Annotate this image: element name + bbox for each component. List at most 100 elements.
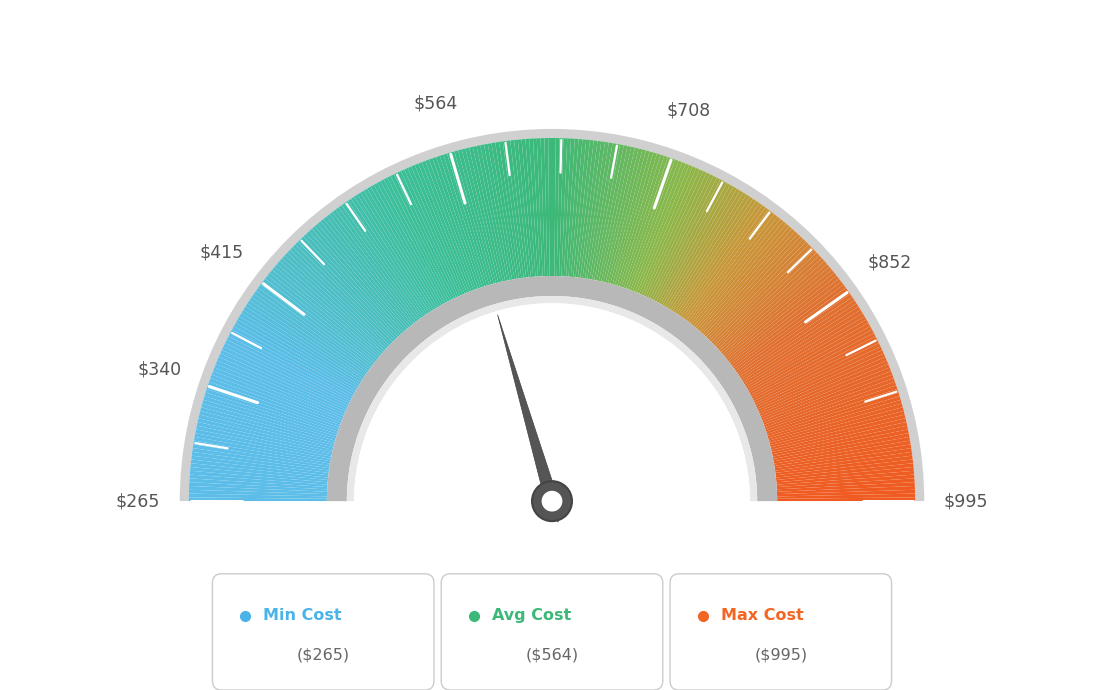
Wedge shape (744, 313, 864, 386)
Wedge shape (193, 444, 330, 469)
Wedge shape (742, 306, 861, 382)
Wedge shape (740, 300, 857, 379)
Wedge shape (624, 157, 671, 288)
Wedge shape (658, 181, 726, 304)
Wedge shape (214, 364, 343, 418)
Wedge shape (332, 210, 417, 322)
Wedge shape (195, 429, 331, 459)
Wedge shape (480, 144, 510, 280)
Wedge shape (206, 385, 339, 431)
Wedge shape (670, 193, 746, 311)
Wedge shape (598, 146, 631, 282)
Text: $564: $564 (414, 95, 458, 112)
Wedge shape (765, 385, 898, 431)
Wedge shape (192, 452, 329, 473)
Wedge shape (679, 201, 760, 316)
Wedge shape (768, 400, 902, 441)
Wedge shape (194, 437, 330, 464)
Wedge shape (418, 162, 471, 292)
Wedge shape (358, 193, 434, 311)
Wedge shape (339, 205, 422, 319)
Wedge shape (429, 158, 478, 289)
Wedge shape (753, 336, 878, 401)
Wedge shape (734, 288, 848, 371)
Wedge shape (772, 422, 907, 454)
Wedge shape (477, 145, 508, 281)
Wedge shape (189, 493, 327, 499)
Wedge shape (473, 146, 506, 282)
Wedge shape (775, 452, 912, 473)
Wedge shape (455, 150, 493, 284)
Wedge shape (554, 138, 560, 276)
Wedge shape (217, 357, 346, 414)
Wedge shape (327, 276, 777, 501)
Text: ($265): ($265) (297, 648, 350, 663)
Wedge shape (341, 203, 424, 317)
Wedge shape (775, 448, 912, 471)
Wedge shape (252, 294, 368, 375)
Circle shape (542, 491, 562, 511)
Wedge shape (769, 407, 904, 445)
Wedge shape (213, 368, 342, 420)
Wedge shape (190, 478, 327, 489)
Wedge shape (741, 304, 859, 380)
Wedge shape (197, 422, 332, 454)
Wedge shape (611, 150, 649, 284)
Text: $415: $415 (199, 243, 243, 261)
Wedge shape (258, 285, 371, 369)
Wedge shape (708, 239, 806, 340)
Wedge shape (436, 156, 482, 288)
Wedge shape (693, 219, 784, 328)
Wedge shape (626, 158, 675, 289)
Wedge shape (718, 255, 821, 351)
Wedge shape (637, 165, 692, 293)
Wedge shape (756, 350, 884, 410)
Wedge shape (222, 346, 348, 407)
Wedge shape (304, 234, 400, 337)
Wedge shape (533, 138, 542, 276)
Wedge shape (747, 319, 869, 391)
Wedge shape (458, 150, 496, 284)
Wedge shape (751, 330, 874, 397)
Wedge shape (197, 426, 332, 457)
Wedge shape (776, 463, 913, 480)
Wedge shape (201, 404, 336, 443)
Wedge shape (774, 441, 911, 466)
Wedge shape (191, 455, 329, 475)
Wedge shape (209, 378, 340, 427)
Wedge shape (189, 490, 327, 496)
Wedge shape (633, 162, 686, 292)
Wedge shape (415, 164, 469, 293)
Wedge shape (265, 275, 375, 363)
Wedge shape (774, 444, 911, 469)
Wedge shape (549, 138, 552, 276)
Wedge shape (250, 297, 365, 377)
Wedge shape (716, 253, 819, 348)
Wedge shape (293, 244, 393, 344)
Wedge shape (652, 176, 716, 301)
Wedge shape (762, 371, 892, 423)
Wedge shape (215, 360, 344, 416)
Wedge shape (189, 486, 327, 494)
Wedge shape (707, 237, 804, 339)
Text: $265: $265 (116, 492, 160, 510)
Wedge shape (404, 168, 463, 295)
Wedge shape (240, 313, 360, 386)
Wedge shape (496, 142, 519, 279)
Wedge shape (772, 426, 907, 457)
Wedge shape (608, 150, 646, 284)
Wedge shape (777, 493, 915, 499)
Wedge shape (660, 183, 730, 305)
Wedge shape (447, 152, 489, 286)
Wedge shape (639, 166, 697, 295)
Wedge shape (613, 151, 654, 285)
Wedge shape (552, 138, 555, 276)
Wedge shape (193, 441, 330, 466)
Wedge shape (510, 140, 529, 277)
Text: $852: $852 (868, 253, 912, 271)
Wedge shape (502, 141, 523, 278)
Wedge shape (617, 153, 660, 286)
Wedge shape (180, 129, 924, 501)
Text: $708: $708 (666, 101, 711, 119)
Wedge shape (704, 234, 800, 337)
